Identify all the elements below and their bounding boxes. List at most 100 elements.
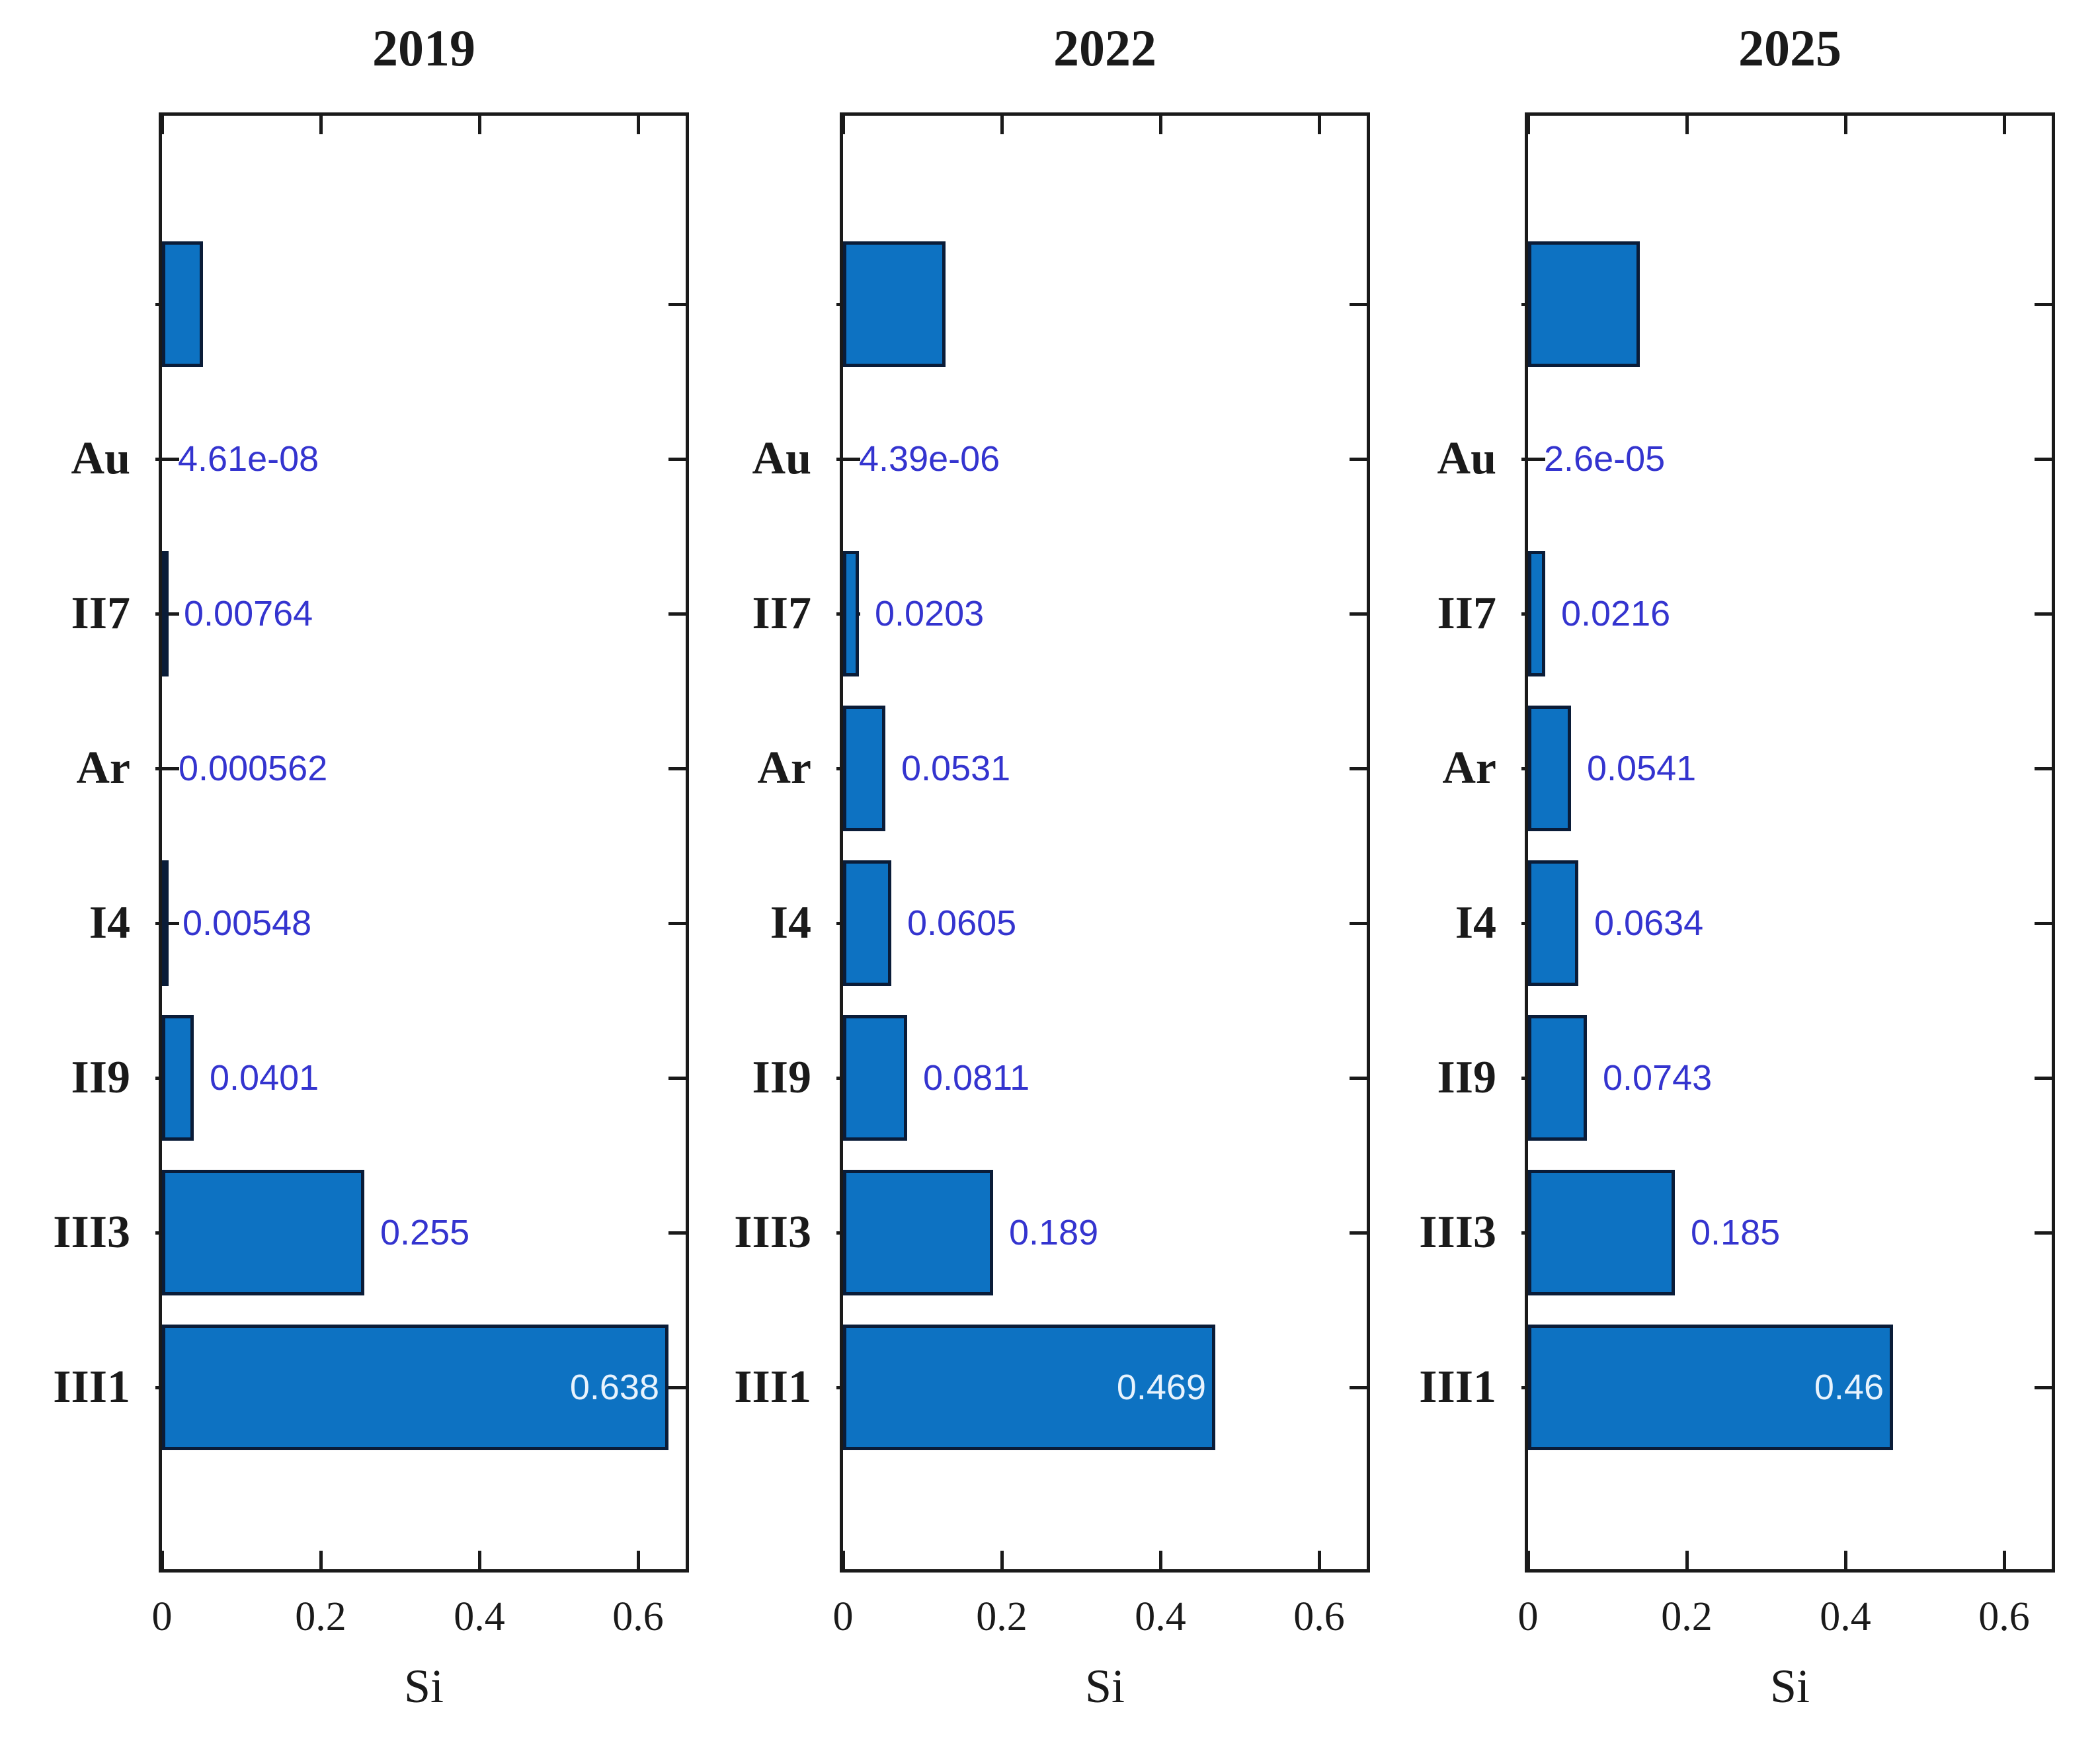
bar-II7: [843, 551, 859, 676]
category-label-Au: Au: [752, 433, 811, 484]
x-tick: [1318, 1551, 1321, 1569]
x-tick-mirror: [1318, 116, 1321, 134]
value-label: 0.0401: [210, 1058, 319, 1098]
category-label-II7: II7: [752, 588, 811, 639]
category-label-Ar: Ar: [757, 743, 811, 794]
category-label-I4: I4: [1455, 897, 1496, 948]
bar-III3: [843, 1170, 993, 1295]
value-label: 0.0811: [923, 1058, 1030, 1098]
x-tick-mirror: [1000, 116, 1004, 134]
value-label: 4.39e-06: [859, 439, 1000, 479]
value-label: 0.00548: [182, 903, 312, 943]
bar-II7: [1528, 551, 1545, 676]
chart-title: 2025: [1738, 19, 1841, 77]
category-label-Au: Au: [1437, 433, 1496, 484]
value-label: 0.0605: [907, 903, 1017, 943]
chart-title: 2022: [1053, 19, 1156, 77]
x-tick: [1000, 1551, 1004, 1569]
bar-top: [1528, 241, 1640, 367]
x-axis-label: Si: [403, 1660, 444, 1713]
y-tick-mirror: [1350, 1231, 1367, 1235]
category-label-II9: II9: [752, 1052, 811, 1103]
y-tick-mirror: [2035, 612, 2052, 616]
plot-area: [159, 112, 689, 1573]
x-tick: [1844, 1551, 1847, 1569]
x-tick-mirror: [1159, 116, 1162, 134]
category-label-II9: II9: [71, 1052, 130, 1103]
value-label: 0.0216: [1561, 594, 1671, 634]
y-tick: [1521, 458, 1545, 461]
bar-III1: [1528, 1325, 1893, 1450]
x-tick-mirror: [161, 116, 164, 134]
x-tick: [1685, 1551, 1689, 1569]
plot-area: [840, 112, 1370, 1573]
value-label: 0.0743: [1603, 1058, 1713, 1098]
y-tick-mirror: [2035, 767, 2052, 770]
y-tick-mirror: [668, 1386, 686, 1389]
category-label-III3: III3: [734, 1207, 811, 1258]
bar-I4: [162, 860, 169, 986]
chart-title: 2019: [372, 19, 475, 77]
category-label-Ar: Ar: [76, 743, 130, 794]
x-tick: [1159, 1551, 1162, 1569]
y-tick: [836, 458, 860, 461]
category-label-II7: II7: [71, 588, 130, 639]
y-tick: [155, 458, 179, 461]
value-label: 2.6e-05: [1544, 439, 1666, 479]
category-label-III1: III1: [734, 1362, 811, 1412]
y-tick-mirror: [2035, 1077, 2052, 1080]
value-label: 0.000562: [179, 749, 328, 788]
y-tick: [155, 767, 179, 770]
bar-II9: [1528, 1015, 1587, 1141]
y-tick-mirror: [1350, 767, 1367, 770]
x-tick-label: 0.6: [1293, 1594, 1345, 1639]
y-tick-mirror: [1350, 458, 1367, 461]
value-label: 0.0203: [875, 594, 985, 634]
y-tick-mirror: [2035, 1386, 2052, 1389]
y-tick-mirror: [668, 767, 686, 770]
category-label-III1: III1: [1419, 1362, 1496, 1412]
x-tick-mirror: [478, 116, 481, 134]
category-label-I4: I4: [89, 897, 130, 948]
bar-Ar: [843, 706, 885, 831]
y-tick-mirror: [1350, 922, 1367, 925]
value-label: 0.0541: [1587, 749, 1697, 788]
x-tick-label: 0: [151, 1594, 173, 1639]
value-label: 0.0634: [1594, 903, 1704, 943]
bar-II7: [162, 551, 169, 676]
x-tick: [1527, 1551, 1530, 1569]
bar-II9: [162, 1015, 194, 1141]
category-label-II9: II9: [1437, 1052, 1496, 1103]
y-tick-mirror: [668, 303, 686, 306]
value-label: 0.638: [569, 1368, 659, 1407]
value-label: 0.00764: [184, 594, 313, 634]
x-tick-label: 0.4: [1820, 1594, 1871, 1639]
y-tick-mirror: [668, 458, 686, 461]
category-label-Au: Au: [71, 433, 130, 484]
category-label-I4: I4: [770, 897, 811, 948]
x-tick: [842, 1551, 845, 1569]
x-tick-mirror: [1844, 116, 1847, 134]
x-tick: [478, 1551, 481, 1569]
bar-III1: [162, 1325, 668, 1450]
value-label: 0.469: [1116, 1368, 1206, 1407]
x-tick-label: 0: [832, 1594, 854, 1639]
y-tick-mirror: [2035, 458, 2052, 461]
x-tick-mirror: [2003, 116, 2006, 134]
y-tick-mirror: [668, 612, 686, 616]
x-axis-label: Si: [1084, 1660, 1125, 1713]
x-tick-mirror: [637, 116, 640, 134]
y-tick-mirror: [1350, 1077, 1367, 1080]
x-tick: [2003, 1551, 2006, 1569]
bar-II9: [843, 1015, 907, 1141]
category-label-III3: III3: [1419, 1207, 1496, 1258]
plot-area: [1525, 112, 2055, 1573]
category-label-II7: II7: [1437, 588, 1496, 639]
y-tick-mirror: [668, 1077, 686, 1080]
x-tick-label: 0.6: [1978, 1594, 2030, 1639]
y-tick-mirror: [1350, 303, 1367, 306]
y-tick-mirror: [668, 1231, 686, 1235]
